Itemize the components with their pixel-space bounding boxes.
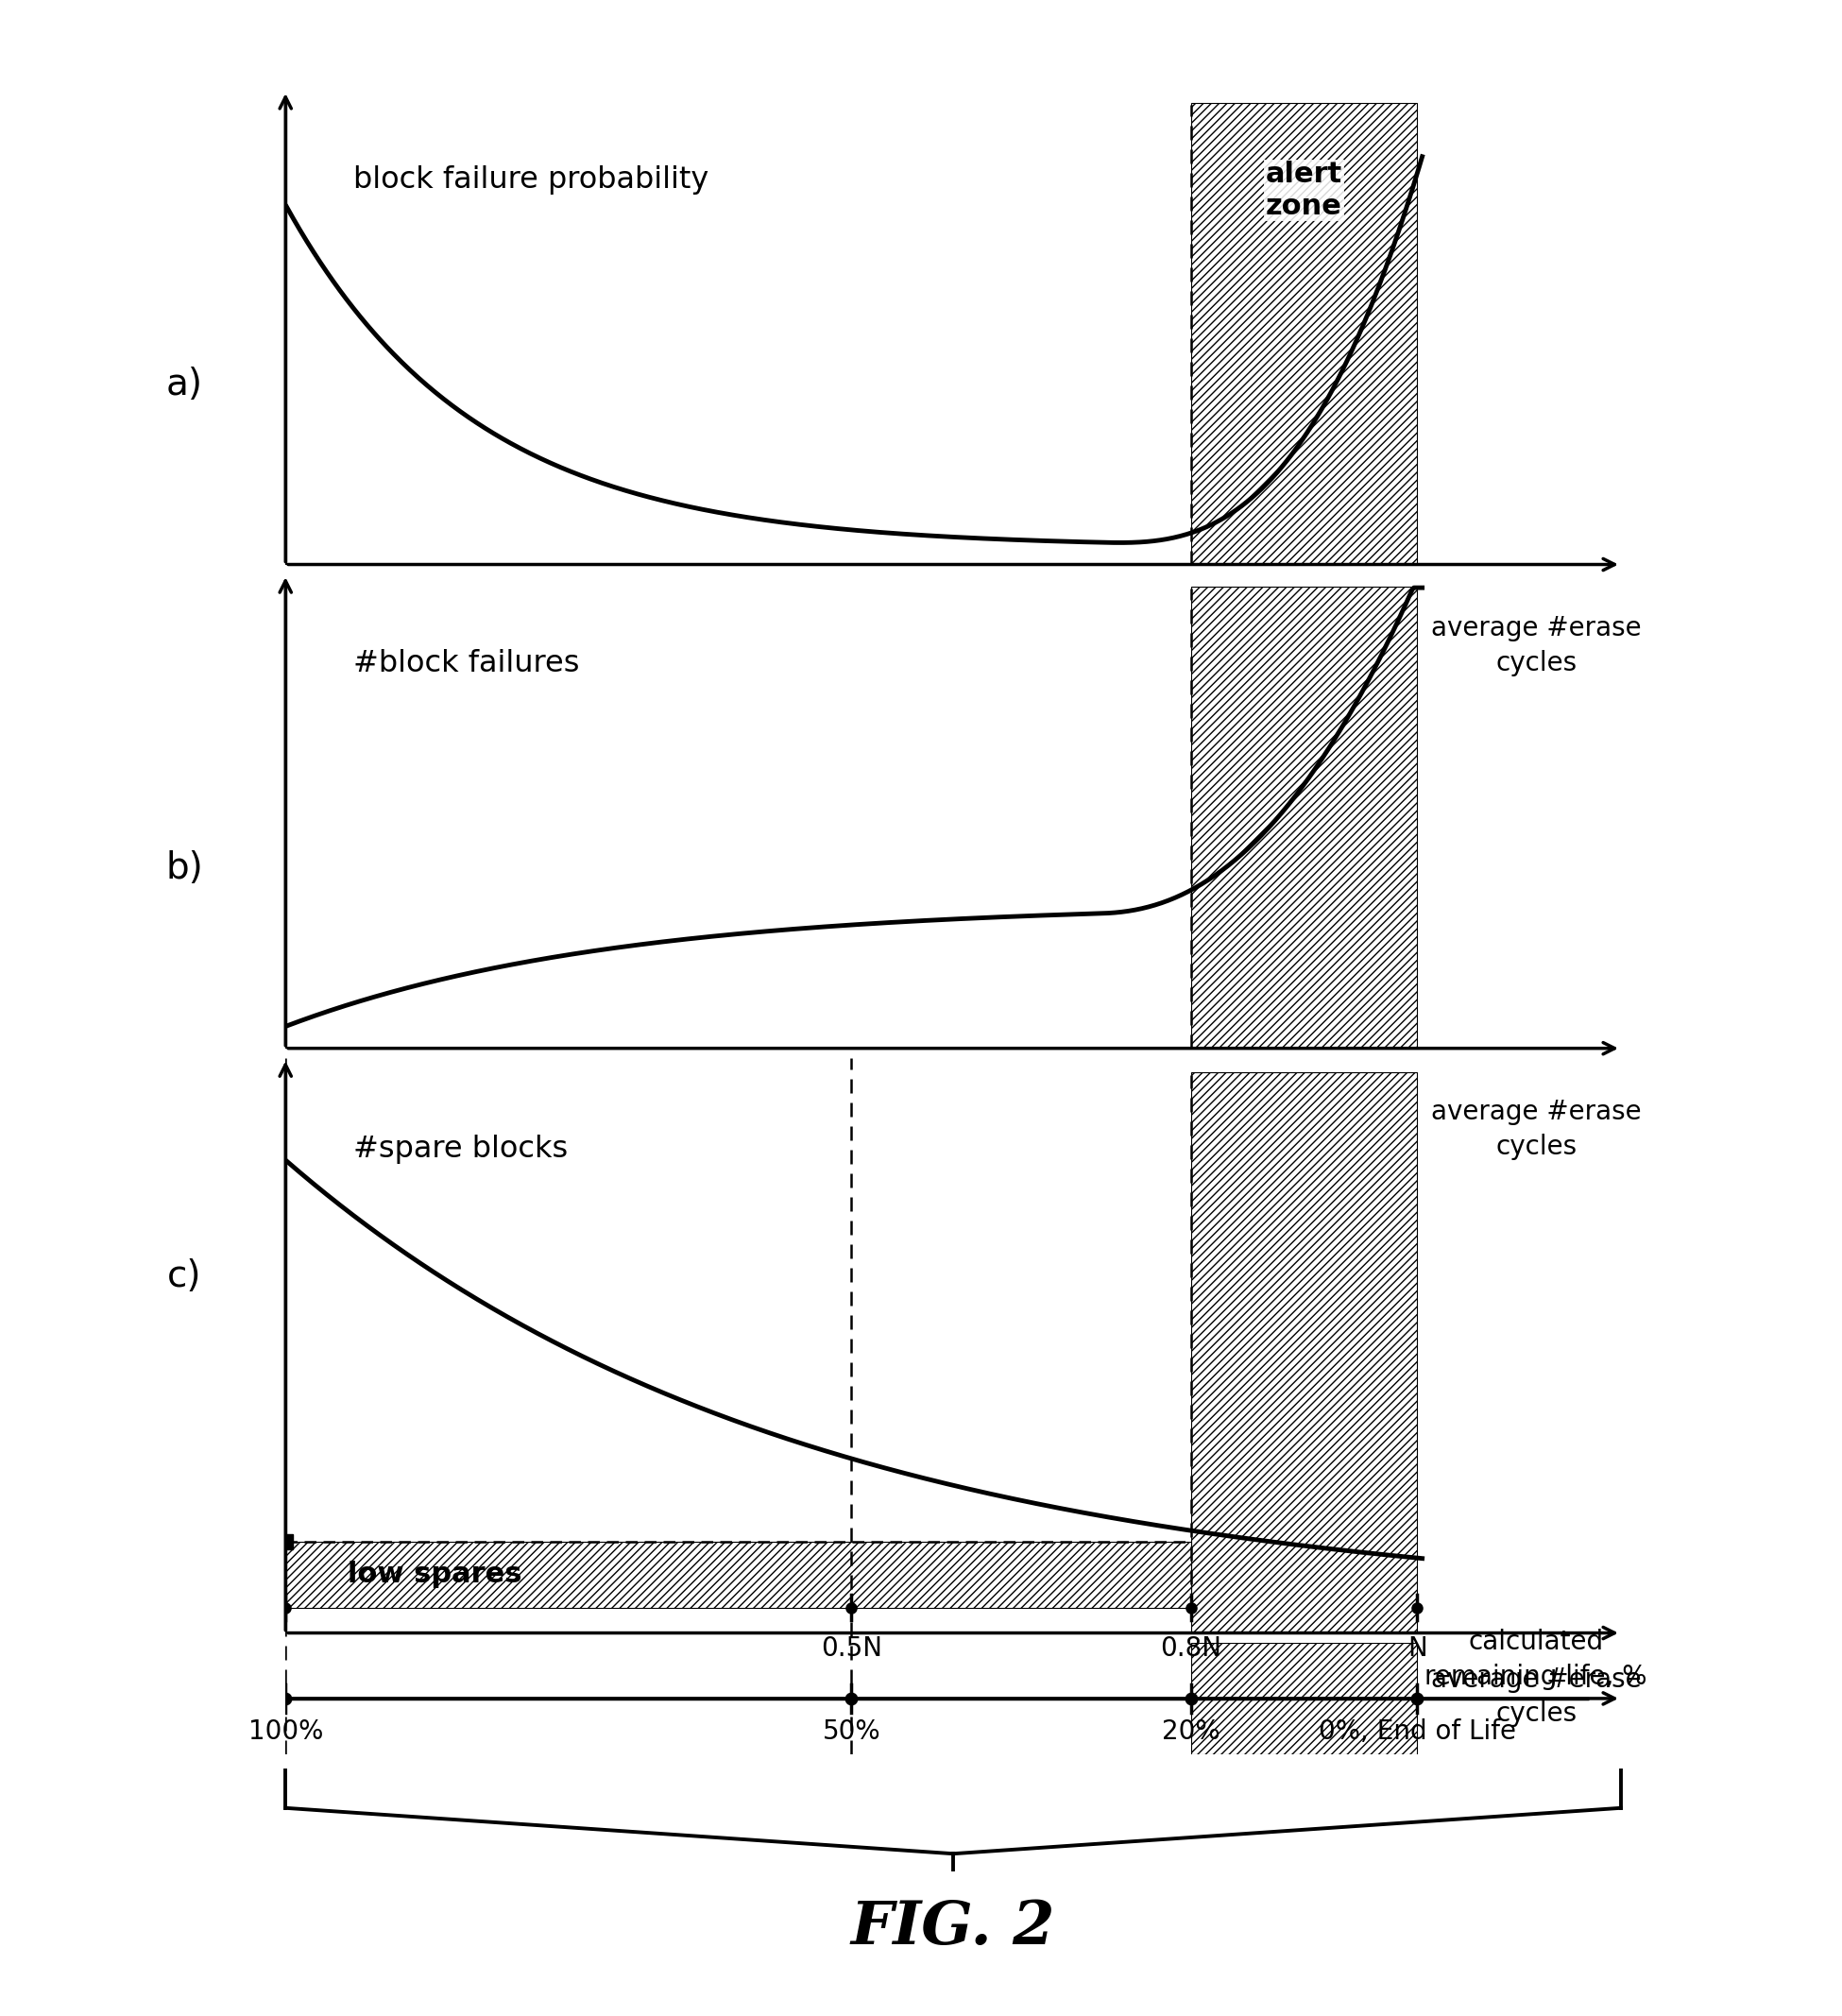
Bar bbox=[286, 1542, 1192, 1607]
Bar bbox=[1192, 1073, 1416, 1633]
Text: 0.8N: 0.8N bbox=[1160, 1635, 1221, 1661]
Text: calculated
remaining life, %: calculated remaining life, % bbox=[1426, 1629, 1647, 1689]
Text: average #erase
cycles: average #erase cycles bbox=[1431, 1665, 1641, 1728]
Text: N: N bbox=[1407, 1635, 1428, 1661]
Text: 0%, End of Life: 0%, End of Life bbox=[1319, 1720, 1516, 1746]
Text: low spares: low spares bbox=[348, 1560, 521, 1589]
Text: 100%: 100% bbox=[249, 1720, 322, 1746]
Text: 0.5N: 0.5N bbox=[822, 1635, 882, 1661]
Text: c): c) bbox=[168, 1258, 201, 1294]
Text: block failure probability: block failure probability bbox=[354, 165, 709, 196]
Text: average #erase
cycles: average #erase cycles bbox=[1431, 615, 1641, 675]
Text: #block failures: #block failures bbox=[354, 649, 580, 679]
Bar bbox=[1192, 1643, 1416, 1754]
Text: b): b) bbox=[166, 851, 203, 887]
Text: FIG. 2: FIG. 2 bbox=[851, 1899, 1055, 1958]
Text: #spare blocks: #spare blocks bbox=[354, 1135, 567, 1163]
Text: 50%: 50% bbox=[822, 1720, 880, 1746]
Bar bbox=[1192, 587, 1416, 1048]
Bar bbox=[1192, 103, 1416, 564]
Text: average #erase
cycles: average #erase cycles bbox=[1431, 1099, 1641, 1159]
Text: alert
zone: alert zone bbox=[1265, 161, 1343, 220]
Text: a): a) bbox=[166, 367, 203, 403]
Text: 20%: 20% bbox=[1162, 1720, 1219, 1746]
